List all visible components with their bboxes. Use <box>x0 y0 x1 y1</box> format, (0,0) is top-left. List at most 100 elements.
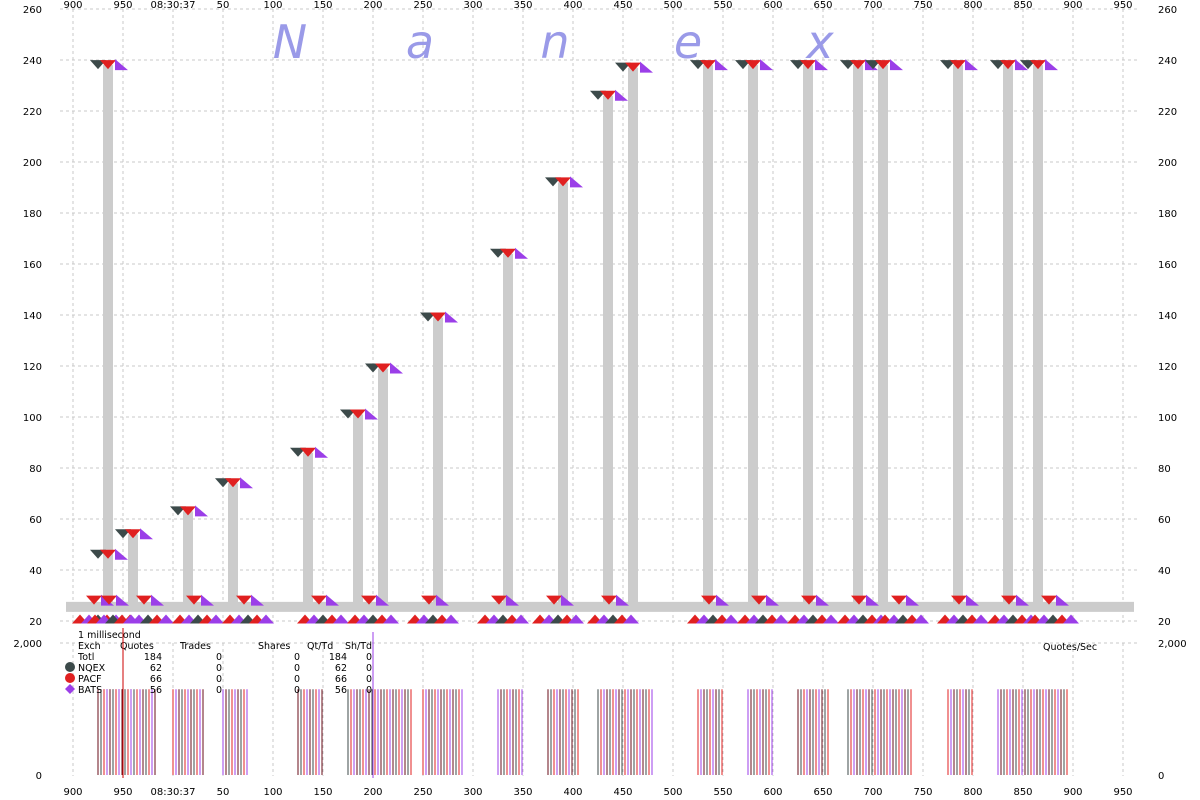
spread-bar <box>748 65 758 609</box>
top-time-label: 800 <box>963 0 982 11</box>
price-tick-right: 20 <box>1158 617 1171 628</box>
ask-marker-bats <box>1015 59 1028 71</box>
rate-axis: 0 02,000 2,000 <box>13 639 1186 782</box>
top-time-label: 500 <box>663 0 682 11</box>
ask-marker-bats <box>445 311 458 323</box>
top-time-label: 600 <box>763 0 782 11</box>
stats-cell: 184 <box>329 652 347 663</box>
bottom-time-label: 200 <box>363 787 382 798</box>
bid-marker <box>823 614 839 624</box>
top-time-label: 850 <box>1013 0 1032 11</box>
stats-cell: 66 <box>335 674 347 685</box>
spread-base-band <box>66 601 1134 612</box>
stats-cell: 0 <box>366 685 372 696</box>
rate-tick-right: 0 <box>1158 771 1164 782</box>
stats-cell: 0 <box>294 685 300 696</box>
top-time-label: 400 <box>563 0 582 11</box>
near-ask-marker <box>546 595 562 605</box>
stats-cell: 66 <box>150 674 162 685</box>
stats-cell: 0 <box>294 652 300 663</box>
near-ask-marker <box>1001 595 1017 605</box>
bottom-time-label: 100 <box>263 787 282 798</box>
ask-marker-bats <box>115 548 128 560</box>
ask-marker-pacf <box>1000 60 1016 70</box>
price-tick-right: 40 <box>1158 566 1171 577</box>
stats-header: Qt/Td <box>307 641 333 652</box>
ask-marker-bats <box>890 59 903 71</box>
price-tick-left: 240 <box>23 56 42 67</box>
price-tick-right: 220 <box>1158 107 1177 118</box>
stats-header: Shares <box>258 641 290 652</box>
price-axis-left: 20 40 60 80 100 120 140 160 180 200 220 240 260 <box>23 5 42 628</box>
near-ask-marker <box>236 595 252 605</box>
bottom-time-label: 950 <box>1113 787 1132 798</box>
top-time-label: 200 <box>363 0 382 11</box>
ask-marker-pacf <box>500 248 516 258</box>
ask-marker-pacf <box>1030 60 1046 70</box>
ask-marker-pacf <box>850 60 866 70</box>
stats-header: Trades <box>179 641 211 652</box>
top-time-label: 650 <box>813 0 832 11</box>
bottom-time-label: 800 <box>963 787 982 798</box>
bid-marker <box>443 614 459 624</box>
rate-tick-left: 0 <box>36 771 42 782</box>
price-tick-right: 200 <box>1158 158 1177 169</box>
spread-bar <box>628 67 638 609</box>
ask-marker-pacf <box>225 478 241 488</box>
near-ask-marker <box>491 595 507 605</box>
bid-marker <box>513 614 529 624</box>
price-tick-left: 80 <box>29 464 42 475</box>
near-ask-marker <box>616 594 629 606</box>
bottom-time-label: 750 <box>913 787 932 798</box>
ask-marker-pacf <box>600 90 616 100</box>
near-ask-marker <box>136 595 152 605</box>
top-time-label: 250 <box>413 0 432 11</box>
stats-cell: 0 <box>366 674 372 685</box>
bats-legend-icon <box>65 684 75 694</box>
spread-bar <box>803 65 813 609</box>
stats-cell: 62 <box>150 663 162 674</box>
price-tick-right: 160 <box>1158 260 1177 271</box>
ask-marker-bats <box>140 528 153 540</box>
bottom-time-label: 600 <box>763 787 782 798</box>
stats-cell: 62 <box>335 663 347 674</box>
watermark-letter: N <box>273 15 307 69</box>
near-ask-marker <box>951 595 967 605</box>
ask-marker-bats <box>515 247 528 259</box>
bottom-time-label: 150 <box>313 787 332 798</box>
price-tick-left: 160 <box>23 260 42 271</box>
stats-cell: 0 <box>216 663 222 674</box>
price-tick-left: 100 <box>23 413 42 424</box>
spread-bar <box>103 65 113 609</box>
near-ask-marker <box>436 594 449 606</box>
spread-bar <box>183 511 193 609</box>
ask-marker-bats <box>615 89 628 101</box>
top-time-label: 08:30:37 <box>151 0 196 11</box>
near-ask-marker <box>361 595 377 605</box>
near-ask-marker <box>966 594 979 606</box>
bottom-time-label: 850 <box>1013 787 1032 798</box>
spread-bars <box>66 65 1134 612</box>
stats-interval: 1 millisecond <box>78 630 141 641</box>
watermark-letter: x <box>804 15 834 69</box>
stats-cell: 184 <box>144 652 162 663</box>
top-time-label: 750 <box>913 0 932 11</box>
price-tick-right: 260 <box>1158 5 1177 16</box>
bid-marker <box>383 614 399 624</box>
near-ask-marker <box>701 595 717 605</box>
spread-bar <box>1033 65 1043 609</box>
near-ask-marker <box>116 594 129 606</box>
bottom-time-label: 900 <box>1063 787 1082 798</box>
price-tick-left: 120 <box>23 362 42 373</box>
price-tick-right: 100 <box>1158 413 1177 424</box>
bid-marker <box>913 614 929 624</box>
ask-marker-pacf <box>875 60 891 70</box>
bid-marker <box>208 614 224 624</box>
bottom-time-label: 700 <box>863 787 882 798</box>
top-time-axis: 900 950 08:30:37 50 100 150 200 250 300 350 400 450… <box>63 0 1132 11</box>
bottom-time-label: 50 <box>217 787 230 798</box>
rate-tick-right: 2,000 <box>1158 639 1187 650</box>
pacf-legend-icon <box>65 673 75 683</box>
ask-marker-bats <box>365 408 378 420</box>
bottom-time-label: 500 <box>663 787 682 798</box>
